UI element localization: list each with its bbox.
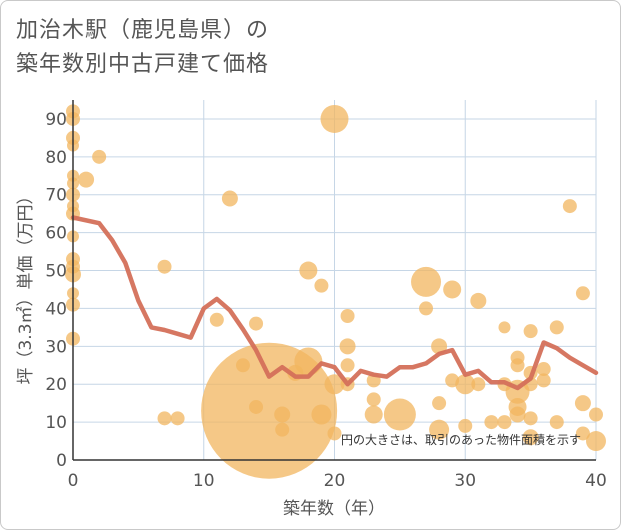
bubble-point [575,286,590,301]
bubble-point [523,411,538,426]
bubble-point [157,411,172,426]
bubble-point [562,199,577,214]
bubble-point [484,415,499,430]
x-tick-label: 0 [68,471,79,491]
bubble-point [324,374,345,395]
bubble-point [510,358,525,373]
bubble-point [586,431,606,452]
title-line-1: 加治木駅（鹿児島県）の [16,18,270,43]
y-axis-label: 坪（3.3㎡）単価（万円） [16,187,36,384]
y-tick-label: 70 [45,186,67,206]
x-tick-label: 20 [324,471,346,491]
bubble-point [78,171,95,188]
y-tick-label: 50 [45,262,67,282]
bubble-point [443,280,462,299]
bubble-point [299,261,318,280]
x-axis-label: 築年数（年） [283,499,385,519]
bubble-point [311,404,332,425]
bubble-point [327,426,342,441]
y-tick-label: 30 [45,337,67,357]
bubble-point [366,392,381,407]
y-tick-label: 40 [45,299,67,319]
bubble-point [497,415,512,430]
bubble-point [411,266,442,297]
bubble-point [429,419,450,440]
bubble-point [575,426,590,441]
bubble-point [536,362,551,377]
bubble-point [340,309,355,323]
bubble-point [364,405,383,424]
bubble-point [536,373,551,388]
x-tick-label: 40 [585,471,607,491]
bubble-point [157,259,172,274]
bubble-point [383,398,416,431]
y-tick-label: 20 [45,375,67,395]
bubble-point [549,320,564,335]
bubble-point [249,316,264,331]
bubble-point [471,377,486,392]
bubble-point [170,411,185,426]
bubble-point [339,338,356,355]
bubble-point [431,338,448,355]
bubble-point [498,321,511,334]
bubble-series [65,104,606,479]
bubble-point [419,301,434,316]
x-tick-label: 30 [454,471,476,491]
bubble-point [523,324,538,339]
y-tick-label: 60 [45,224,67,244]
y-tick-label: 90 [45,110,67,130]
bubble-point [455,374,476,395]
bubble-point [274,406,291,423]
bubble-point [509,406,526,423]
bubble-point [320,104,349,133]
y-tick-label: 0 [56,451,67,471]
bubble-point [294,347,323,376]
axes: 0 10 20 30 40 0 10 20 30 40 50 60 70 80 90 [45,100,607,491]
average-line-layer [70,215,599,391]
bubble-point [432,396,447,411]
bubble-point [458,418,473,433]
y-tick-label: 80 [45,148,67,168]
bubble-point [574,395,591,412]
bubble-point [314,278,329,293]
bubble-point [470,292,487,309]
title-line-2: 築年数別中古戸建て価格 [16,52,270,77]
bubble-point [522,429,539,446]
x-tick-label: 10 [193,471,215,491]
y-tick-label: 10 [45,413,67,433]
bubble-point [589,407,603,422]
bubble-point [340,358,355,373]
size-annotation: 円の大きさは、取引のあった物件面積を示す [341,432,581,447]
average-price-line [70,215,599,391]
bubble-point [549,415,564,430]
bubble-point [209,312,224,327]
bubble-point [92,149,107,164]
bubble-point [275,422,290,437]
chart-title: 加治木駅（鹿児島県）の 築年数別中古戸建て価格 [16,14,269,82]
bubble-point [221,190,238,207]
